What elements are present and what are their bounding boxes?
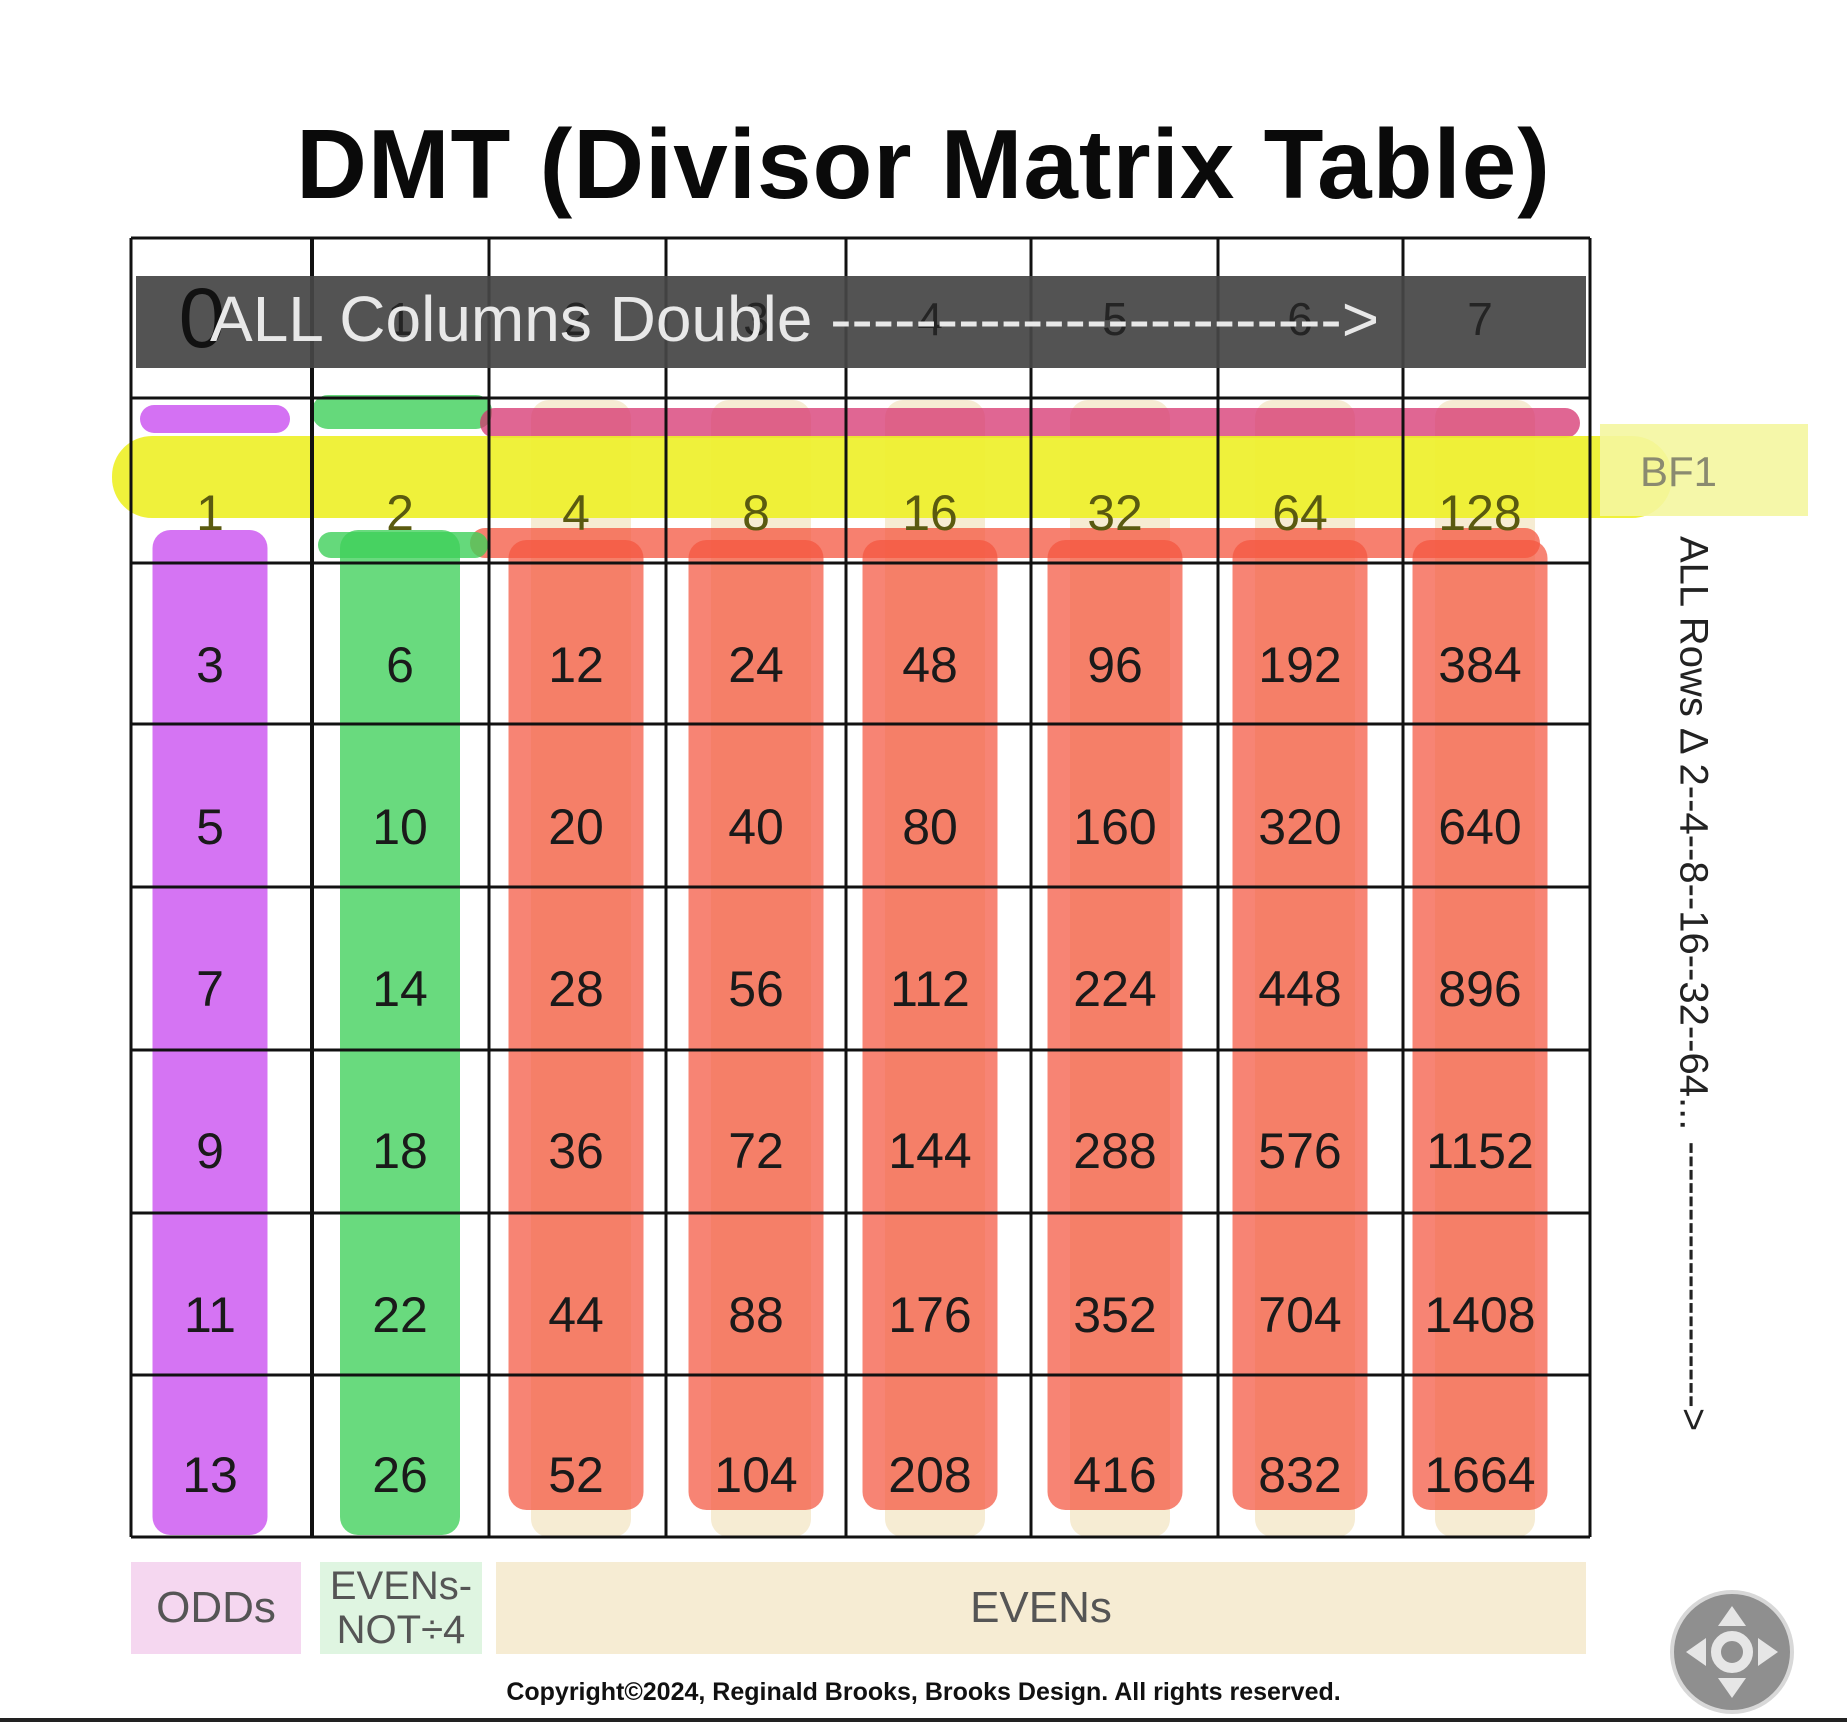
cell-r2-c6: 320	[1258, 799, 1342, 855]
cell-r5-c0: 11	[184, 1287, 236, 1343]
evens-stroke-3	[688, 540, 824, 1510]
bf1-highlight	[112, 436, 1672, 518]
legend-evens-not-line1: EVENs-	[329, 1564, 473, 1608]
column-index-7: 7	[1467, 293, 1493, 345]
bf1-label: BF1	[1640, 448, 1718, 495]
evens-stroke-4	[862, 540, 998, 1510]
legend-odds: ODDs	[131, 1562, 301, 1654]
banner-text: ALL Columns Double ---------------------…	[210, 283, 1380, 355]
cell-r4-c5: 288	[1073, 1123, 1157, 1179]
cell-r6-c0: 13	[182, 1447, 238, 1503]
legend-evens-text: EVENs	[970, 1583, 1112, 1632]
odds-top-stroke	[140, 405, 290, 433]
cell-r2-c3: 40	[728, 799, 784, 855]
cell-r3-c1: 14	[372, 961, 428, 1017]
cell-r1-c3: 24	[728, 637, 784, 693]
cell-r2-c5: 160	[1073, 799, 1157, 855]
column-index-1: 1	[387, 293, 413, 345]
cell-r1-c6: 192	[1258, 637, 1342, 693]
cell-r5-c7: 1408	[1424, 1287, 1536, 1343]
cell-r4-c7: 1152	[1426, 1123, 1534, 1179]
cell-r1-c2: 12	[548, 637, 604, 693]
cell-r1-c4: 48	[902, 637, 958, 693]
cell-r2-c4: 80	[902, 799, 958, 855]
cell-r3-c5: 224	[1073, 961, 1157, 1017]
columns-double-banner	[136, 276, 1586, 368]
cell-r3-c7: 896	[1438, 961, 1522, 1017]
rows-label: ALL Rows Δ 2--4--8--16--32--64... ------…	[1671, 536, 1716, 1432]
bf1-label-box	[1600, 424, 1808, 516]
column-index-3: 3	[743, 293, 769, 345]
legend-odds-text: ODDs	[156, 1583, 276, 1632]
cell-r3-c4: 112	[890, 961, 970, 1017]
pan-control-icon[interactable]	[1670, 1590, 1794, 1714]
page-title: DMT (Divisor Matrix Table)	[296, 109, 1551, 219]
cell-r0-c1: 2	[386, 485, 414, 541]
cell-r1-c5: 96	[1087, 637, 1143, 693]
column-index-5: 5	[1102, 293, 1128, 345]
legend-evens-not-line2: NOT÷4	[336, 1608, 466, 1652]
green-under-stroke	[318, 532, 488, 558]
cell-r6-c3: 104	[714, 1447, 798, 1503]
column-index-2: 2	[563, 293, 589, 345]
cell-r3-c6: 448	[1258, 961, 1342, 1017]
cell-r4-c6: 576	[1258, 1123, 1342, 1179]
cell-r4-c0: 9	[196, 1123, 224, 1179]
cell-r3-c2: 28	[548, 961, 604, 1017]
cell-r5-c1: 22	[372, 1287, 428, 1343]
evens-stroke-5	[1047, 540, 1183, 1510]
cell-r0-c3: 8	[742, 485, 770, 541]
legend-evens-not-div4: EVENs- NOT÷4	[320, 1562, 482, 1654]
cell-r3-c0: 7	[196, 961, 224, 1017]
column-index-6: 6	[1287, 293, 1313, 345]
cell-r2-c7: 640	[1438, 799, 1522, 855]
cell-r5-c5: 352	[1073, 1287, 1157, 1343]
cell-r4-c1: 18	[372, 1123, 428, 1179]
cell-r2-c0: 5	[196, 799, 224, 855]
evens-stroke-7	[1412, 540, 1548, 1510]
cell-r0-c7: 128	[1438, 485, 1522, 541]
column-index-0: 0	[178, 271, 226, 365]
cell-r0-c5: 32	[1087, 485, 1143, 541]
cell-r6-c5: 416	[1073, 1447, 1157, 1503]
evens-stroke-6	[1232, 540, 1368, 1510]
evens-not4-stroke	[340, 530, 460, 1535]
column-index-4: 4	[917, 293, 943, 345]
cell-r6-c7: 1664	[1424, 1447, 1536, 1503]
cell-r6-c1: 26	[372, 1447, 428, 1503]
cell-r6-c4: 208	[888, 1447, 972, 1503]
cell-r1-c0: 3	[196, 637, 224, 693]
cell-r0-c0: 1	[196, 485, 224, 541]
copyright-notice: Copyright©2024, Reginald Brooks, Brooks …	[506, 1678, 1341, 1706]
evens-under-stroke	[470, 528, 1540, 558]
legend-evens: EVENs	[496, 1562, 1586, 1654]
cell-r5-c2: 44	[548, 1287, 604, 1343]
cell-r5-c6: 704	[1258, 1287, 1342, 1343]
cell-r0-c6: 64	[1272, 485, 1328, 541]
cell-r6-c6: 832	[1258, 1447, 1342, 1503]
cell-r1-c7: 384	[1438, 637, 1522, 693]
odds-stroke	[152, 530, 268, 1535]
cell-r1-c1: 6	[386, 637, 414, 693]
cell-r4-c2: 36	[548, 1123, 604, 1179]
cell-r2-c2: 20	[548, 799, 604, 855]
green-top-stroke	[312, 395, 492, 429]
cell-r5-c4: 176	[888, 1287, 972, 1343]
cell-r4-c4: 144	[888, 1123, 972, 1179]
cell-r5-c3: 88	[728, 1287, 784, 1343]
cell-r6-c2: 52	[548, 1447, 604, 1503]
cell-r0-c2: 4	[562, 485, 590, 541]
cell-r3-c3: 56	[728, 961, 784, 1017]
cell-r4-c3: 72	[728, 1123, 784, 1179]
evens-stroke-2	[508, 540, 644, 1510]
cell-r0-c4: 16	[902, 485, 958, 541]
pan-arrows-icon	[1686, 1606, 1778, 1698]
cell-r2-c1: 10	[372, 799, 428, 855]
bottom-divider	[0, 1718, 1847, 1722]
